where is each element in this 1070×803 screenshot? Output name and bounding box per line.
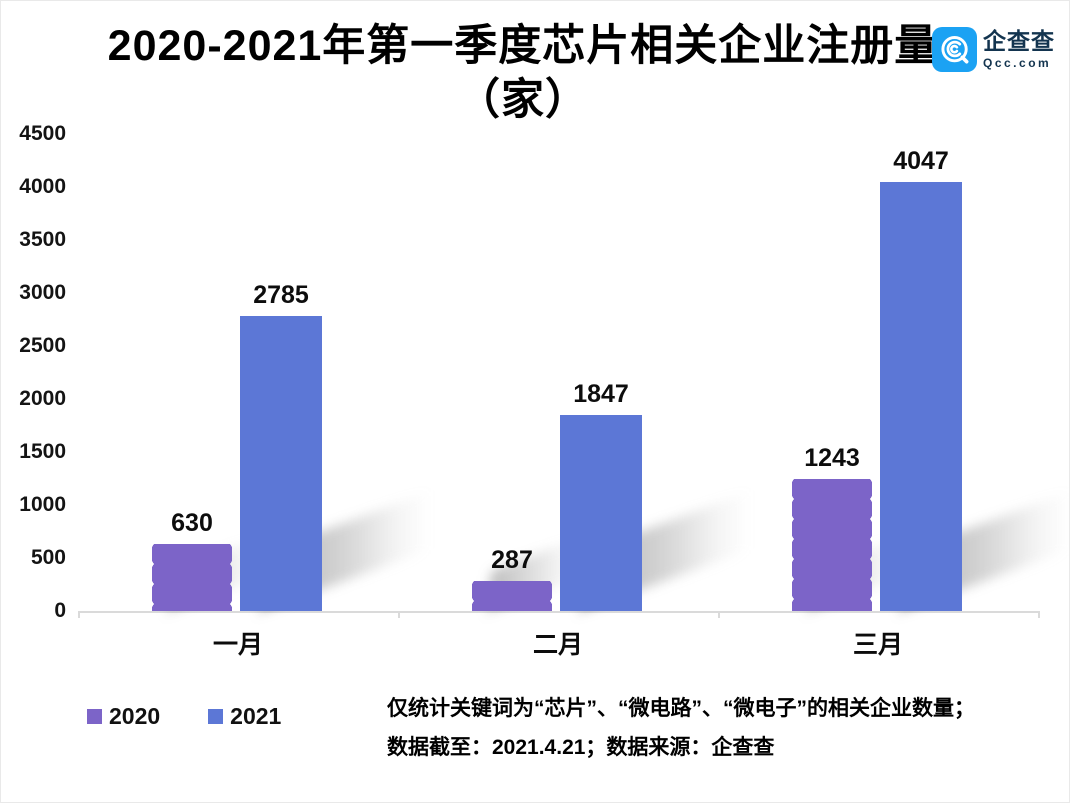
qcc-logo-text: 企查查 Qcc.com (983, 28, 1055, 70)
bar-value-label: 630 (171, 509, 213, 537)
bar-2021-一月 (240, 316, 322, 611)
y-tick-label: 1000 (19, 493, 66, 516)
qcc-logo-domain: Qcc.com (983, 56, 1052, 70)
x-axis-tick (1038, 613, 1040, 618)
y-tick-label: 4000 (19, 175, 66, 198)
qcc-logo-icon (932, 27, 977, 72)
y-tick-label: 3500 (19, 228, 66, 251)
y-tick-label: 4500 (19, 122, 66, 145)
bar-2020-三月 (792, 479, 872, 611)
legend-label: 2021 (230, 703, 282, 729)
legend-swatch-2021 (208, 709, 224, 724)
qcc-logo: 企查查 Qcc.com (932, 27, 1055, 72)
x-axis-tick (78, 613, 80, 618)
y-tick-label: 2000 (19, 387, 66, 410)
y-tick-label: 1500 (19, 440, 66, 463)
bar-2020-二月 (472, 581, 552, 611)
chart-title-line2: （家） (457, 76, 589, 124)
legend: 2020 2021 (87, 703, 281, 730)
x-category-label: 三月 (852, 631, 903, 659)
footnote: 仅统计关键词为“芯片”、“微电路”、“微电子”的相关企业数量； 数据截至：202… (387, 689, 975, 767)
bar-2020-一月 (152, 544, 232, 611)
x-axis-line (78, 611, 1040, 613)
x-category-label: 二月 (532, 631, 583, 659)
y-tick-label: 500 (30, 546, 66, 569)
y-tick-label: 3000 (19, 281, 66, 304)
x-axis-tick (718, 613, 720, 618)
legend-item-2020: 2020 (87, 703, 160, 730)
y-tick-label: 0 (54, 599, 66, 622)
legend-item-2021: 2021 (208, 703, 281, 730)
chart-title-line1: 2020-2021年第一季度芯片相关企业注册量 (107, 22, 939, 70)
legend-swatch-2020 (87, 709, 102, 724)
x-axis-tick (398, 613, 400, 618)
bar-value-label: 1243 (804, 444, 860, 472)
footnote-line2: 数据截至：2021.4.21；数据来源：企查查 (387, 736, 775, 759)
bar-value-label: 2785 (253, 281, 309, 309)
plot-area: 630 287 1243 2785 1847 4047 一月 二月 三月 (78, 134, 1069, 659)
legend-label: 2020 (109, 703, 161, 729)
bar-2021-三月 (880, 182, 962, 611)
bar-value-label: 287 (491, 546, 533, 574)
footnote-line1: 仅统计关键词为“芯片”、“微电路”、“微电子”的相关企业数量； (387, 697, 975, 720)
x-category-label: 一月 (212, 631, 263, 659)
chart-title: 2020-2021年第一季度芯片相关企业注册量 （家） (1, 19, 1045, 127)
qcc-logo-name: 企查查 (983, 28, 1055, 54)
bar-2021-二月 (560, 415, 642, 611)
qcc-spiral-q-icon (940, 35, 968, 63)
bar-value-label: 1847 (573, 380, 629, 408)
y-tick-label: 2500 (19, 334, 66, 357)
bar-value-label: 4047 (893, 147, 949, 175)
